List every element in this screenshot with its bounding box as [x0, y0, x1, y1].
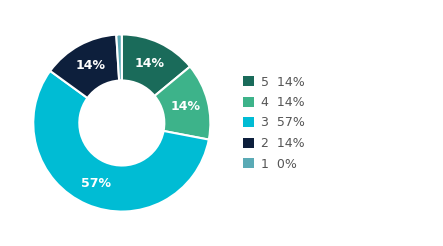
Text: 14%: 14% — [135, 57, 165, 70]
Legend: 5  14%, 4  14%, 3  57%, 2  14%, 1  0%: 5 14%, 4 14%, 3 57%, 2 14%, 1 0% — [243, 76, 305, 170]
Wedge shape — [33, 71, 209, 212]
Wedge shape — [155, 67, 210, 139]
Wedge shape — [122, 34, 190, 96]
Wedge shape — [50, 35, 119, 98]
Text: 14%: 14% — [170, 100, 200, 113]
Text: 14%: 14% — [75, 59, 105, 72]
Wedge shape — [116, 34, 122, 81]
Text: 57%: 57% — [81, 177, 111, 190]
